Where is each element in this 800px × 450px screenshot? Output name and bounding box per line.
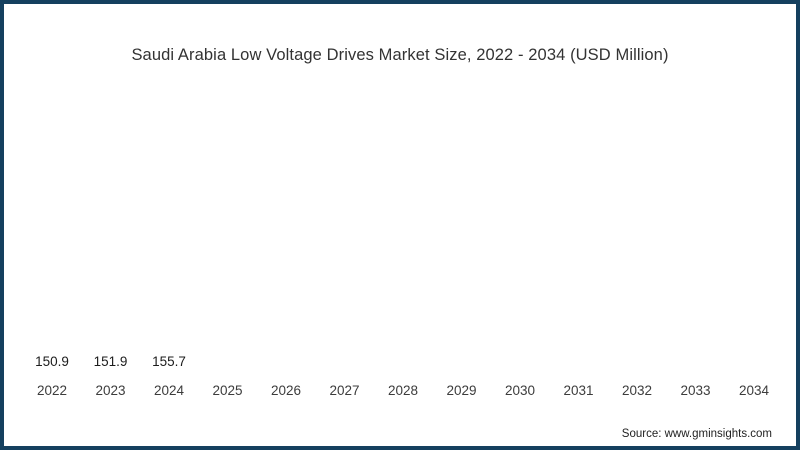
bar-chart-plot-area: 150.9 2022 151.9 2023 155.7 2024 2025 2026 2027 2… [35, 90, 769, 398]
bar-value-label: 151.9 [93, 354, 128, 369]
x-axis-tick-label: 2034 [738, 383, 770, 398]
x-axis-tick-label: 2028 [387, 383, 419, 398]
x-axis-tick-label: 2024 [153, 383, 185, 398]
x-axis-tick-label: 2030 [504, 383, 536, 398]
x-axis-tick-label: 2033 [680, 383, 711, 398]
x-axis-tick-label: 2029 [446, 383, 477, 398]
bar-column-2023: 151.9 2023 [94, 354, 128, 398]
x-axis-tick-label: 2032 [621, 383, 653, 398]
x-axis-tick-label: 2022 [36, 383, 68, 398]
x-axis-tick-label: 2023 [95, 383, 126, 398]
x-axis-tick-label: 2026 [270, 383, 302, 398]
x-axis-tick-label: 2025 [212, 383, 243, 398]
bar-column-2022: 150.9 2022 [35, 354, 69, 398]
chart-title: Saudi Arabia Low Voltage Drives Market S… [131, 46, 669, 64]
source-attribution: Source: www.gminsights.com [621, 428, 772, 440]
bar-value-label: 150.9 [35, 354, 69, 369]
x-axis-tick-label: 2031 [563, 383, 594, 398]
bar-value-label: 155.7 [152, 354, 186, 369]
x-axis-tick-label: 2027 [329, 383, 360, 398]
bar-column-2024: 155.7 2024 [152, 354, 186, 398]
